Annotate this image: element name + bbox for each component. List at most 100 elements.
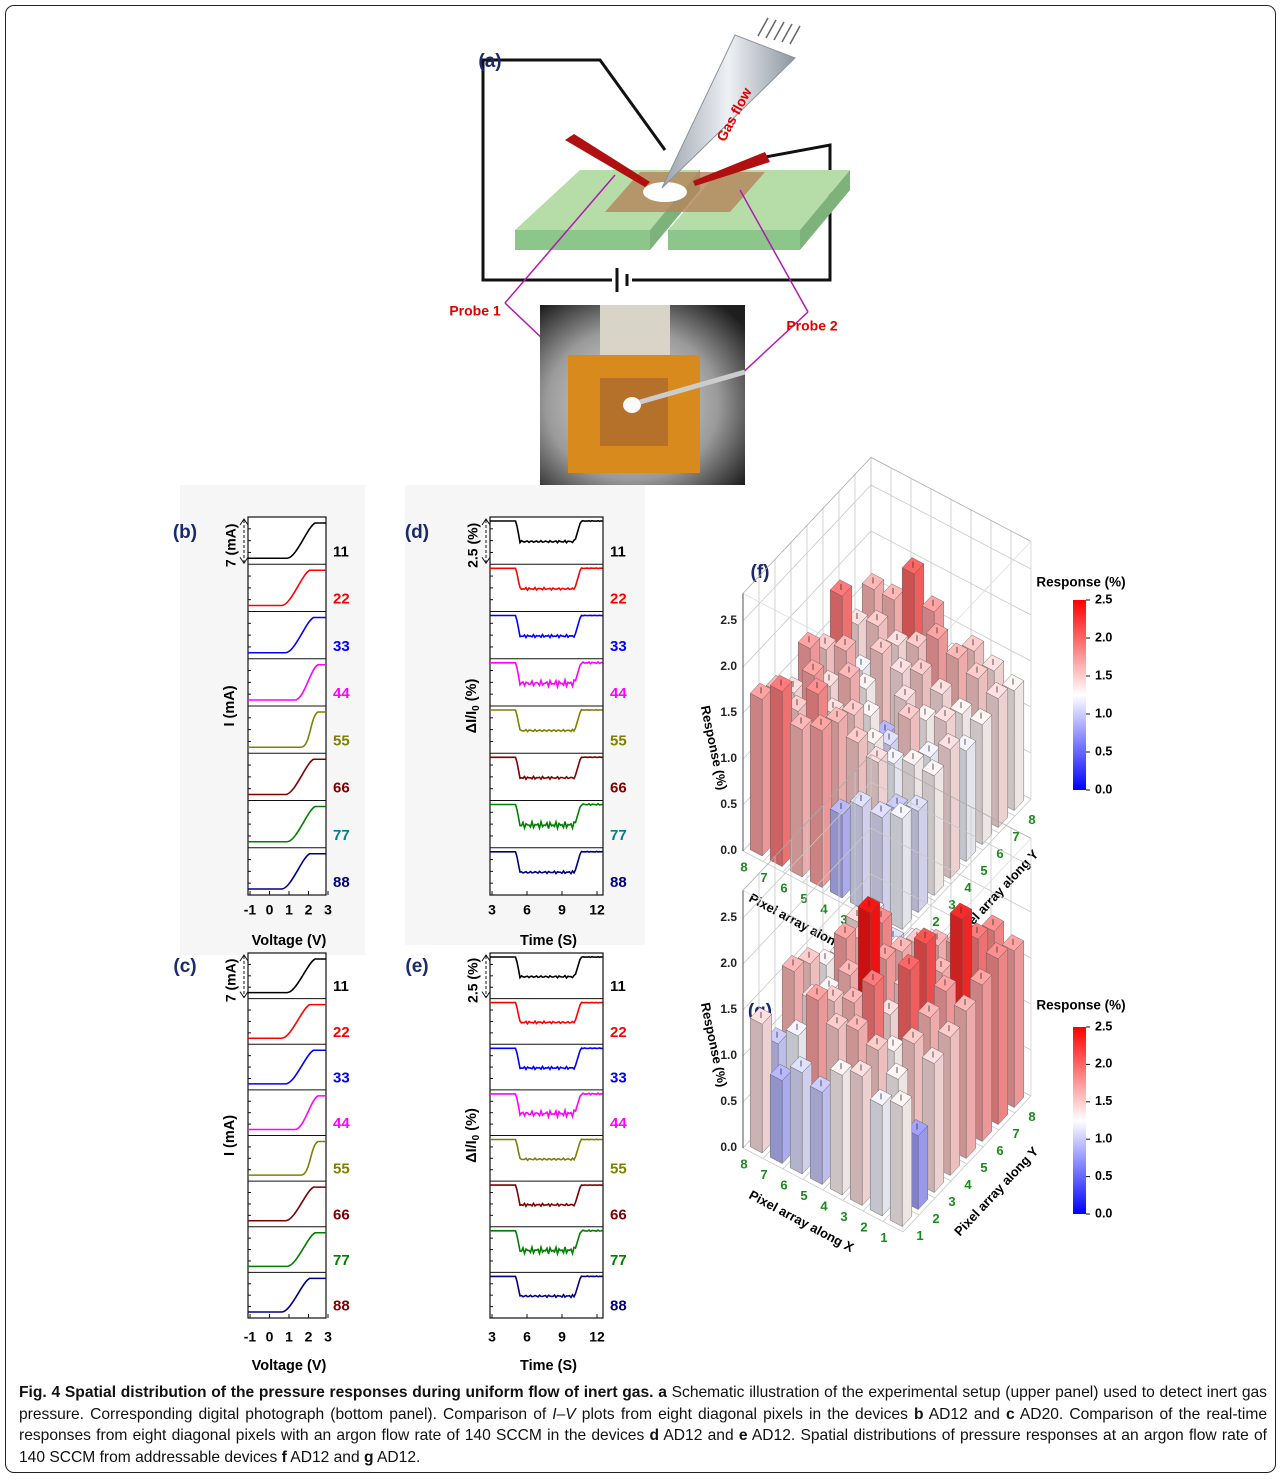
z-tick-label: 0.0 <box>720 843 737 857</box>
x-tick-label: -1 <box>244 1329 257 1345</box>
response-trace <box>490 1275 603 1299</box>
caption-run: Fig. 4 Spatial distribution of the press… <box>19 1384 667 1401</box>
scale-arrowhead <box>239 954 249 999</box>
x-tick-label: 4 <box>820 902 828 917</box>
grid-line <box>870 530 1032 616</box>
grid-line <box>870 827 1032 913</box>
x-tick-label: 3 <box>488 1329 496 1345</box>
bar-face <box>870 1098 883 1217</box>
z-tick-label: 0.5 <box>720 797 737 811</box>
row-label: 22 <box>333 591 350 608</box>
x-tick-label: 8 <box>740 860 747 875</box>
bar-face <box>850 800 863 909</box>
row-label: 44 <box>610 1115 627 1132</box>
electrode-pad <box>668 230 800 250</box>
colorbar-tick-label: 0.0 <box>1095 782 1112 796</box>
bar-face <box>934 1052 944 1194</box>
frame-edge <box>870 457 1032 542</box>
grid-line <box>742 827 872 965</box>
x-tick-label: 12 <box>589 902 605 918</box>
bar-face <box>966 1000 976 1160</box>
colorbar-title: Response (%) <box>1036 998 1125 1013</box>
photo-spot <box>623 397 641 413</box>
z-tick-label: 2.0 <box>720 659 737 673</box>
panel-label: (d) <box>405 522 429 543</box>
response-trace <box>490 802 603 832</box>
pointer-line <box>739 189 809 313</box>
response-trace <box>248 1186 326 1222</box>
row-label: 11 <box>333 978 349 995</box>
x-tick-label: 6 <box>780 1178 787 1193</box>
x-axis-title: Time (S) <box>520 933 577 949</box>
bar3d <box>749 1007 773 1154</box>
frame-edge <box>742 754 872 891</box>
x-tick-label: 0 <box>266 1329 274 1345</box>
response-trace <box>490 708 603 733</box>
response-trace <box>248 1231 326 1268</box>
caption-run: AD12. Spatial distributions of pressure … <box>19 1427 1272 1466</box>
caption-run: AD12 and <box>923 1405 1006 1423</box>
row-label: 44 <box>333 685 350 702</box>
scale-label: 7 (mA) <box>223 524 239 568</box>
row-label: 22 <box>333 1024 350 1041</box>
y-axis-title: I (mA) <box>222 685 238 726</box>
grid-line <box>870 781 1032 867</box>
pointer-line <box>504 174 616 304</box>
colorbar-tick-label: 1.5 <box>1095 1094 1112 1108</box>
response-trace <box>248 1140 326 1176</box>
y-tick-label: 4 <box>964 880 972 895</box>
bar3d <box>869 1088 893 1217</box>
caption-run: Schematic illustration of the experiment… <box>19 1384 1272 1423</box>
caption-run: AD12 and <box>286 1448 364 1466</box>
x-axis-title: Voltage (V) <box>252 933 327 949</box>
response-trace <box>490 756 603 781</box>
electrode-pad <box>515 230 650 250</box>
x-tick-label: 7 <box>760 1167 767 1182</box>
z-tick-label: 2.5 <box>720 613 737 627</box>
panel-label: (c) <box>173 956 196 977</box>
y-tick-label: 6 <box>996 1143 1003 1158</box>
x-tick-label: 2 <box>305 1329 313 1345</box>
response-trace <box>490 1184 603 1208</box>
row-label: 77 <box>610 827 627 844</box>
bar-face <box>790 1066 803 1175</box>
scale-arrowhead <box>481 518 491 565</box>
y-axis-title: ΔI/I0 (%) <box>464 1108 482 1163</box>
response-trace <box>248 758 326 796</box>
response-trace <box>248 958 326 994</box>
x-tick-label: 3 <box>324 1329 332 1345</box>
row-label: 77 <box>333 827 350 844</box>
row-label: 11 <box>610 978 626 995</box>
response-trace <box>490 660 603 690</box>
y-tick-label: 8 <box>1028 812 1035 827</box>
setup-schematic <box>481 17 850 421</box>
bar-face <box>770 1074 783 1164</box>
x-tick-label: 9 <box>558 902 566 918</box>
scale-arrowhead <box>239 518 249 565</box>
x-axis-title: Voltage (V) <box>252 1358 327 1374</box>
bar-face <box>934 765 944 897</box>
row-label: 44 <box>610 685 627 702</box>
scale-arrowhead <box>481 954 491 999</box>
row-label: 22 <box>610 1024 627 1041</box>
z-tick-label: 1.5 <box>720 705 737 719</box>
response-trace <box>490 850 603 875</box>
colorbar-tick-label: 1.5 <box>1095 668 1112 682</box>
y-tick-label: 3 <box>948 897 955 912</box>
caption-run: b <box>914 1405 924 1423</box>
y-axis-title-part: (%) <box>464 679 480 706</box>
colorbar-tick-label: 0.5 <box>1095 744 1112 758</box>
grid-line <box>742 781 872 919</box>
response-trace <box>490 955 603 980</box>
y-axis-title: ΔI/I0 (%) <box>464 679 482 734</box>
bar-face <box>890 1100 903 1227</box>
line-stack-panel: (e) 11 22 33 44 55 66 77 88 3 6 9 12 Time (S) 2.5 (%) Δ… <box>405 952 627 1374</box>
x-tick-label: 6 <box>780 881 787 896</box>
line-stack-panel: (c) 11 22 33 44 55 66 77 88 -1 0 1 2 3 Voltage (V) 7 (m… <box>173 952 350 1374</box>
bar3d <box>829 1058 853 1196</box>
y-axis-title-part: I (mA) <box>222 685 238 726</box>
flow-arrows <box>757 17 801 45</box>
